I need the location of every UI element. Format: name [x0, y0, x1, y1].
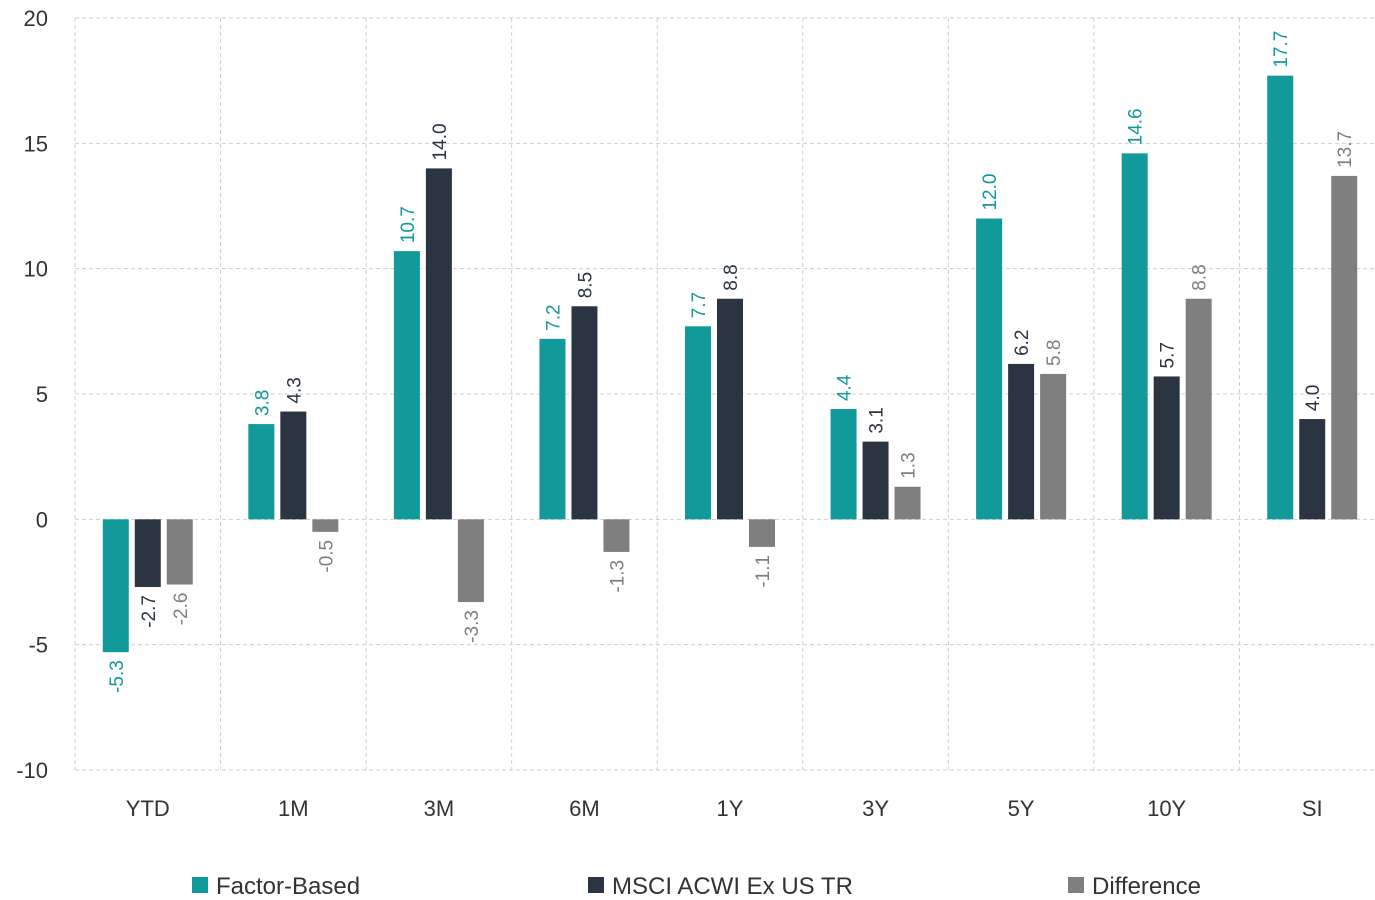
bar-factor-based-1y [685, 326, 711, 520]
y-tick-label: 0 [36, 507, 48, 532]
bar-factor-based-3y [830, 409, 857, 520]
data-label: 8.8 [721, 264, 742, 290]
y-tick-label: 5 [36, 382, 48, 407]
bar-factor-based-si [1267, 75, 1294, 520]
y-tick-label: -10 [16, 758, 48, 783]
data-label: 4.0 [1303, 385, 1324, 411]
x-tick-label: 1Y [717, 796, 744, 821]
x-tick-label: 5Y [1008, 796, 1035, 821]
bar-factor-based-ytd [102, 519, 129, 653]
bar-msci-acwi-ex-us-tr-10y [1153, 376, 1180, 520]
data-label: 17.7 [1271, 31, 1292, 68]
x-tick-label: 6M [569, 796, 600, 821]
bar-msci-acwi-ex-us-tr-5y [1008, 363, 1035, 520]
data-label: -0.5 [316, 540, 337, 573]
data-label: 14.6 [1126, 108, 1147, 145]
data-label: 3.1 [867, 407, 888, 433]
bar-factor-based-5y [976, 218, 1003, 520]
bar-msci-acwi-ex-us-tr-ytd [134, 519, 161, 588]
data-label: 3.8 [252, 390, 273, 416]
bar-difference-si [1331, 175, 1358, 520]
legend-label: Factor-Based [216, 873, 360, 900]
data-label: 4.3 [284, 377, 305, 403]
bar-difference-3y [894, 486, 921, 520]
legend-label: MSCI ACWI Ex US TR [612, 873, 853, 900]
bar-msci-acwi-ex-us-tr-si [1299, 419, 1326, 520]
data-label: 4.4 [835, 374, 856, 401]
data-label: 5.7 [1158, 342, 1179, 368]
bar-msci-acwi-ex-us-tr-6m [571, 306, 598, 520]
bar-msci-acwi-ex-us-tr-1m [280, 411, 307, 520]
chart-tick-labels: 20 15 10 5 0 -5 -10 YTD 1M 3M 6M 1Y 3Y 5Y 10Y SI [16, 6, 1322, 821]
data-label: -3.3 [462, 610, 483, 643]
data-label: 8.8 [1190, 264, 1211, 290]
bar-difference-1y [749, 519, 775, 547]
data-label: 10.7 [398, 206, 419, 243]
data-label: 13.7 [1335, 131, 1356, 168]
x-tick-label: 1M [278, 796, 309, 821]
bar-msci-acwi-ex-us-tr-1y [717, 298, 743, 520]
bar-difference-ytd [166, 519, 193, 585]
bar-factor-based-3m [393, 251, 420, 520]
legend-swatch [588, 877, 604, 893]
data-label: -1.1 [753, 555, 774, 588]
data-label: 8.5 [575, 272, 596, 298]
data-label: -2.6 [171, 593, 192, 626]
bar-difference-5y [1040, 373, 1067, 520]
y-tick-label: 10 [24, 257, 48, 282]
data-label: 6.2 [1012, 329, 1033, 355]
bar-difference-10y [1185, 298, 1212, 520]
legend-swatch [1068, 877, 1084, 893]
x-tick-label: SI [1302, 796, 1323, 821]
y-tick-label: -5 [28, 633, 48, 658]
chart-bars: -5.3 -2.7 -2.6 3.8 4.3 -0.5 10.7 14.0 -3.3 7.2 8.5… [102, 31, 1358, 693]
y-tick-label: 15 [24, 131, 48, 156]
x-tick-label: 10Y [1147, 796, 1186, 821]
data-label: -2.7 [139, 595, 160, 628]
legend-label: Difference [1092, 873, 1201, 900]
bar-difference-1m [312, 519, 339, 532]
bar-msci-acwi-ex-us-tr-3y [862, 441, 889, 520]
data-label: 7.2 [543, 304, 564, 330]
bar-factor-based-6m [539, 338, 566, 520]
x-tick-label: 3Y [862, 796, 889, 821]
chart-legend: Factor-Based MSCI ACWI Ex US TR Difference [192, 873, 1201, 900]
data-label: 14.0 [430, 123, 451, 160]
data-label: -1.3 [607, 560, 628, 593]
data-label: 5.8 [1044, 340, 1065, 366]
bar-difference-3m [457, 519, 484, 603]
x-tick-label: 3M [424, 796, 455, 821]
legend-item-factor-based: Factor-Based [192, 873, 360, 900]
data-label: 7.7 [689, 292, 710, 318]
legend-item-difference: Difference [1068, 873, 1201, 900]
bar-difference-6m [603, 519, 630, 552]
data-label: 1.3 [899, 452, 920, 478]
legend-item-msci-acwi-ex-us-tr: MSCI ACWI Ex US TR [588, 873, 853, 900]
y-tick-label: 20 [24, 6, 48, 31]
data-label: -5.3 [107, 660, 128, 693]
data-label: 12.0 [980, 174, 1001, 211]
bar-msci-acwi-ex-us-tr-3m [425, 168, 452, 520]
legend-swatch [192, 877, 208, 893]
bar-factor-based-10y [1121, 153, 1148, 520]
x-tick-label: YTD [126, 796, 170, 821]
bar-factor-based-1m [248, 424, 275, 520]
